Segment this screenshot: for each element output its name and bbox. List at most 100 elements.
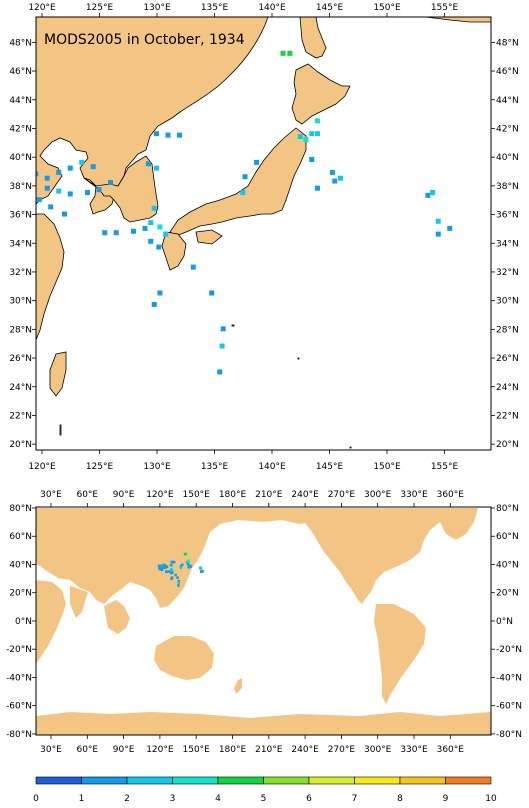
lon-tick-label: 120°E [146, 745, 174, 755]
data-cell [102, 230, 108, 236]
data-cell [187, 566, 190, 569]
colorbar-label: 6 [306, 794, 312, 804]
data-cell [176, 576, 179, 579]
data-cell [181, 563, 184, 567]
lat-tick-label: 26°N [496, 354, 519, 364]
colorbar-box [172, 776, 219, 785]
lon-tick-label: 120°E [146, 490, 174, 500]
colorbar-label: 10 [485, 794, 497, 804]
lat-tick-label: 38°N [496, 182, 519, 192]
data-cell [209, 290, 215, 296]
data-cell [36, 197, 42, 203]
south-america [374, 604, 426, 704]
lon-tick-label: 330°E [400, 490, 428, 500]
indian-peninsula [70, 586, 88, 618]
data-cell [280, 50, 286, 56]
lon-tick-label: 360°E [437, 490, 465, 500]
data-cell [435, 218, 441, 224]
data-cell [177, 132, 182, 138]
colorbar-box [308, 776, 355, 785]
data-cell [170, 568, 173, 571]
colorbar-box [354, 776, 401, 785]
data-cell [187, 559, 190, 562]
lon-tick-label: 135°E [201, 3, 229, 13]
colorbar: 0 1 2 3 4 5 6 7 8 9 10 [33, 776, 497, 804]
data-cell [148, 220, 154, 226]
lat-tick-label: 46°N [9, 67, 32, 77]
lat-tick-label: -20°N [496, 645, 522, 655]
lon-tick-label: 150°E [373, 3, 401, 13]
lon-tick-label: 240°E [291, 745, 319, 755]
data-cell [184, 552, 188, 556]
data-cell [174, 573, 177, 577]
colorbar-label: 5 [261, 794, 267, 804]
lon-tick-label: 60°E [76, 745, 98, 755]
lon-tick-label: 30°E [40, 745, 62, 755]
data-cell [315, 185, 320, 191]
data-cell [303, 136, 309, 142]
kyushu [161, 231, 187, 271]
lon-tick-label: 135°E [201, 462, 229, 472]
lat-tick-label: 60°N [9, 532, 32, 542]
data-cell [332, 178, 338, 184]
data-cell [154, 131, 159, 137]
data-cell [297, 134, 303, 140]
data-cell [90, 164, 96, 170]
lat-tick-label: 42°N [496, 124, 519, 134]
lon-tick-label: 155°E [431, 3, 459, 13]
global-map: 30°E 60°E 90°E 120°E 150°E 180°E 210°E 240°E 270… [6, 490, 522, 755]
data-cell [430, 190, 435, 196]
lat-tick-label: 32°N [496, 268, 519, 278]
data-cell [161, 566, 164, 570]
data-cell [151, 301, 157, 307]
lon-tick-label: 180°E [219, 745, 247, 755]
taiwan [49, 351, 67, 397]
colorbar-box [263, 776, 310, 785]
lat-tick-label: 40°N [496, 153, 519, 163]
lat-tick-label: -80°N [6, 730, 32, 740]
colorbar-box [126, 776, 173, 785]
shikoku [195, 229, 223, 245]
data-cell [165, 132, 171, 138]
new-zealand [234, 678, 242, 694]
lat-tick-label: 36°N [9, 211, 32, 221]
lon-tick-label: 300°E [364, 745, 392, 755]
eurasia [36, 508, 322, 608]
colorbar-label: 0 [33, 794, 39, 804]
lon-tick-label: 130°E [143, 3, 171, 13]
lat-tick-label: 80°N [496, 504, 519, 514]
data-cell [113, 230, 119, 236]
data-cell [142, 225, 148, 231]
data-cell [309, 157, 315, 163]
data-cell [425, 192, 431, 198]
data-cell [165, 565, 169, 569]
lon-tick-label: 125°E [86, 462, 114, 472]
data-cell [85, 190, 90, 196]
data-cell [220, 326, 226, 332]
data-cell [145, 161, 151, 167]
data-cell [67, 191, 73, 197]
lon-tick-label: 180°E [219, 490, 247, 500]
hokkaido [291, 63, 351, 125]
kamchatka-coast [425, 17, 491, 23]
lat-tick-label: 20°N [496, 589, 519, 599]
data-cell [108, 179, 113, 185]
lon-tick-label: 330°E [400, 745, 428, 755]
data-cell [160, 568, 164, 572]
lat-tick-label: -80°N [496, 730, 522, 740]
lat-tick-label: -40°N [496, 673, 522, 683]
lat-tick-label: -60°N [6, 702, 32, 712]
colorbar-box [81, 776, 128, 785]
data-cell [48, 204, 54, 210]
lon-tick-label: 30°E [40, 490, 62, 500]
data-cell [157, 290, 163, 296]
data-cell [156, 244, 162, 250]
data-cell [219, 343, 225, 349]
lat-tick-label: 20°N [496, 440, 519, 450]
southeast-asia [104, 600, 130, 634]
lat-tick-label: 22°N [9, 411, 32, 421]
lat-tick-label: 34°N [9, 239, 32, 249]
lat-tick-label: 38°N [9, 182, 32, 192]
data-cell [187, 560, 190, 564]
